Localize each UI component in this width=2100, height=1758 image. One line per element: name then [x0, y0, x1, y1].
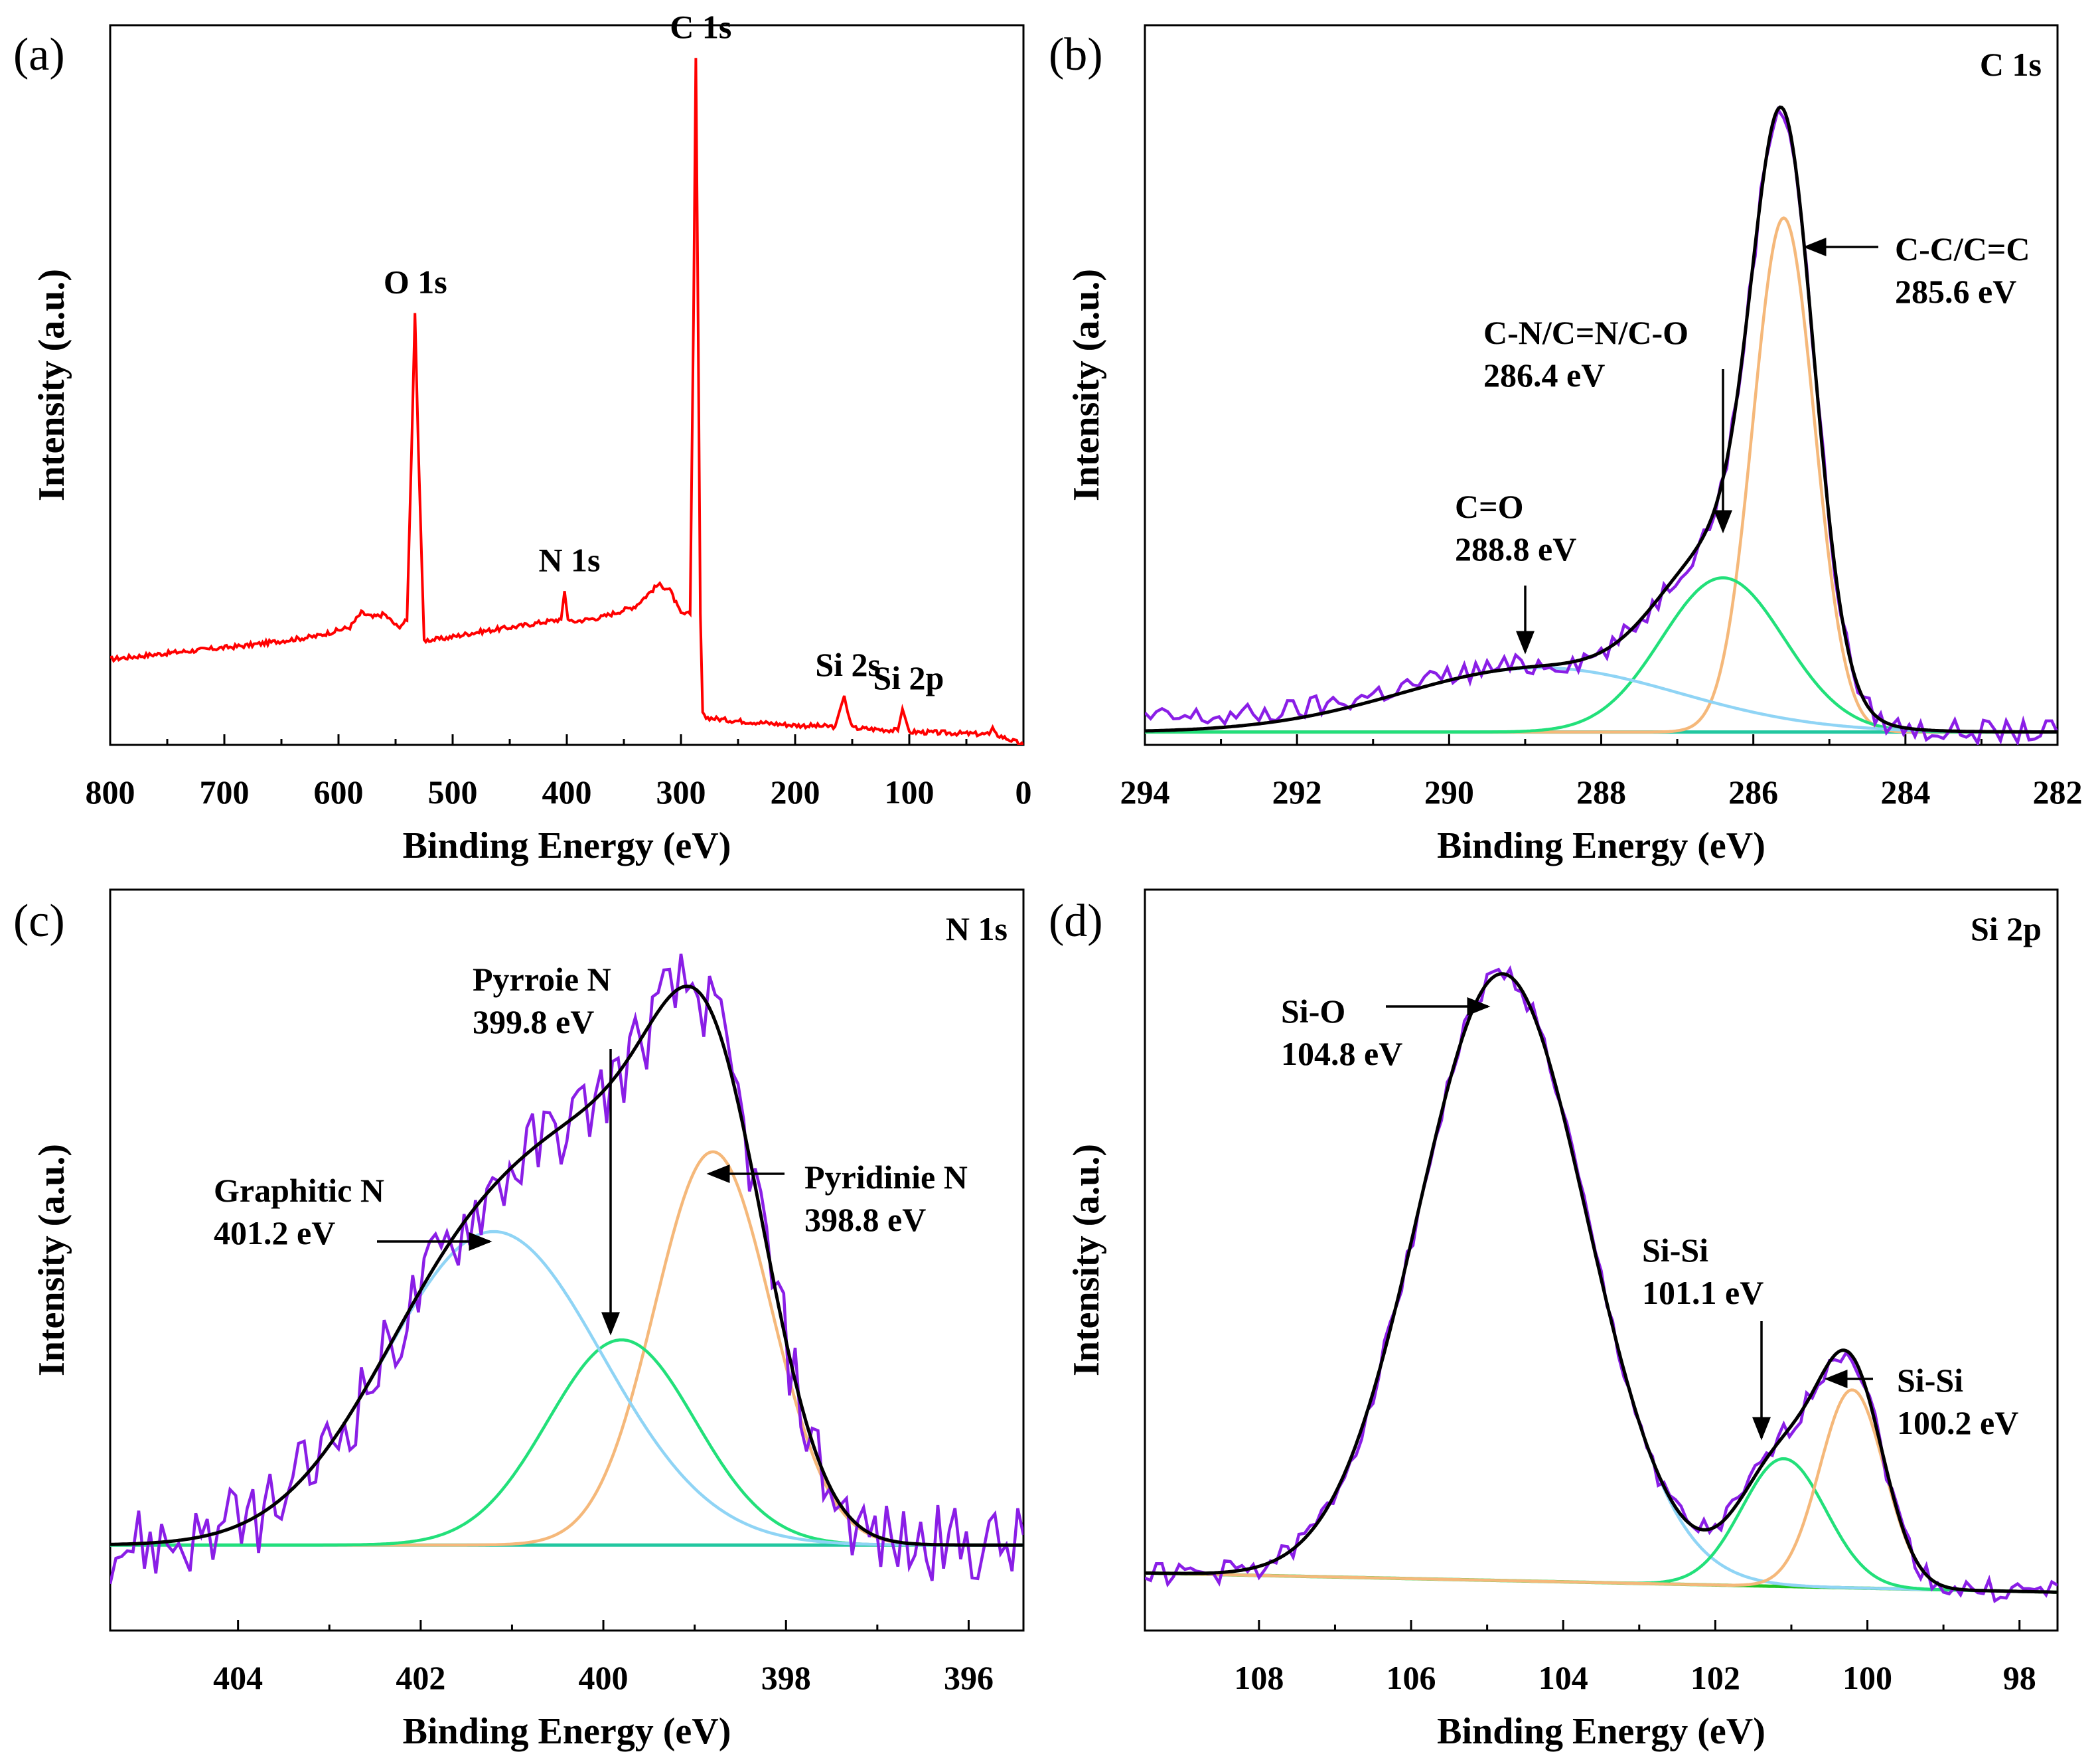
- x-tick-label: 108: [1234, 1659, 1284, 1696]
- panel-label: (b): [1049, 29, 1103, 80]
- peak-annotation: C-C/C=C 285.6 eV: [1803, 230, 2030, 310]
- x-tick-label: 288: [1576, 773, 1626, 811]
- peak-label-si-2p: Si 2p: [873, 659, 944, 696]
- raw-data-line: [1145, 965, 2058, 1603]
- x-tick-label: 284: [1880, 773, 1930, 811]
- annotation-name: C-C/C=C: [1895, 230, 2030, 268]
- component-c-n-c-n-c-o-line: [1145, 576, 2058, 734]
- plot-area: [110, 58, 1023, 745]
- raw-data-line: [1145, 106, 2058, 745]
- y-axis-label: Intensity (a.u.): [31, 1144, 72, 1376]
- y-axis-label: Intensity (a.u.): [1066, 269, 1107, 501]
- annotation-name: C=O: [1455, 488, 1524, 525]
- panel-a: (a) Binding Energy (eV) Intensity (a.u.) 80…: [13, 8, 1032, 866]
- annotation-energy: 288.8 eV: [1455, 530, 1576, 568]
- peak-annotation: Si-Si 100.2 eV: [1824, 1362, 2018, 1441]
- panel-d: (d) Si 2p Binding Energy (eV) Intensity (a.…: [1049, 888, 2059, 1752]
- panel-title: Si 2p: [1971, 910, 2042, 947]
- annotation-name: Pyrroie N: [473, 961, 611, 998]
- x-tick-label: 100: [1842, 1659, 1892, 1696]
- peak-annotation: Si-O 104.8 eV: [1281, 993, 1491, 1072]
- annotation-name: Pyridinie N: [804, 1159, 968, 1196]
- panel-label: (c): [13, 896, 65, 947]
- annotation-name: Si-Si: [1897, 1362, 1963, 1399]
- peak-annotation: Pyridinie N 398.8 eV: [706, 1159, 968, 1238]
- panel-b: (b) C 1s Binding Energy (eV) Intensity (a.u…: [1049, 24, 2083, 866]
- fit-envelope-line: [1145, 972, 2058, 1594]
- x-tick-label: 600: [314, 773, 364, 811]
- y-axis-label: Intensity (a.u.): [1066, 1144, 1107, 1376]
- x-tick-label: 404: [213, 1659, 263, 1696]
- x-tick-label: 102: [1690, 1659, 1740, 1696]
- peak-annotation: C=O 288.8 eV: [1455, 488, 1576, 655]
- peak-label-c-1s: C 1s: [670, 8, 731, 45]
- x-tick-label: 300: [656, 773, 706, 811]
- plot-area: [110, 953, 1023, 1585]
- annotation-energy: 100.2 eV: [1897, 1404, 2018, 1441]
- plot-frame: [1144, 888, 2059, 1632]
- peak-annotation: Si-Si 101.1 eV: [1642, 1232, 1771, 1441]
- annotation-name: Si-Si: [1642, 1232, 1708, 1269]
- x-tick-label: 286: [1728, 773, 1778, 811]
- annotation-name: Graphitic N: [214, 1172, 384, 1209]
- panel-c: (c) N 1s Binding Energy (eV) Intensity (a.u…: [13, 888, 1025, 1752]
- fit-envelope-line: [110, 985, 1023, 1547]
- annotation-energy: 104.8 eV: [1281, 1035, 1402, 1072]
- peak-label-n-1s: N 1s: [538, 541, 600, 578]
- component-si-si-line: [1145, 1457, 2058, 1594]
- panel-label: (a): [13, 29, 65, 80]
- x-tick-label: 290: [1424, 773, 1474, 811]
- y-axis-label: Intensity (a.u.): [31, 269, 72, 501]
- x-tick-label: 500: [428, 773, 478, 811]
- x-axis-label: Binding Energy (eV): [1437, 825, 1765, 866]
- x-tick-label: 106: [1387, 1659, 1436, 1696]
- plot-frame: [109, 24, 1025, 746]
- annotation-energy: 286.4 eV: [1483, 357, 1605, 394]
- x-tick-label: 282: [2033, 773, 2083, 811]
- annotation-energy: 401.2 eV: [214, 1214, 335, 1251]
- x-axis-label: Binding Energy (eV): [403, 1711, 731, 1752]
- panel-label: (d): [1049, 896, 1103, 947]
- peak-label-si-2s: Si 2s: [815, 646, 881, 683]
- x-axis-label: Binding Energy (eV): [1437, 1711, 1765, 1752]
- annotation-energy: 398.8 eV: [804, 1201, 926, 1238]
- x-tick-label: 398: [761, 1659, 811, 1696]
- x-tick-label: 700: [200, 773, 250, 811]
- peak-annotation: Pyrroie N 399.8 eV: [473, 961, 620, 1336]
- x-tick-label: 400: [542, 773, 592, 811]
- raw-data-line: [110, 953, 1023, 1585]
- peak-label-o-1s: O 1s: [384, 264, 447, 301]
- peak-annotation: C-N/C=N/C-O 286.4 eV: [1483, 314, 1732, 534]
- plot-area: [1145, 965, 2058, 1603]
- plot-area: [1145, 105, 2058, 745]
- peak-annotation: Graphitic N 401.2 eV: [214, 1172, 492, 1251]
- annotation-energy: 285.6 eV: [1895, 273, 2016, 310]
- fit-envelope-line: [1145, 105, 2058, 734]
- x-tick-label: 0: [1015, 773, 1032, 811]
- plot-frame: [109, 888, 1025, 1632]
- x-tick-label: 98: [2003, 1659, 2036, 1696]
- x-tick-label: 396: [944, 1659, 994, 1696]
- annotation-energy: 101.1 eV: [1642, 1274, 1763, 1311]
- x-tick-label: 100: [885, 773, 935, 811]
- annotation-name: C-N/C=N/C-O: [1483, 314, 1688, 351]
- x-tick-label: 292: [1272, 773, 1322, 811]
- annotation-name: Si-O: [1281, 993, 1345, 1030]
- annotation-energy: 399.8 eV: [473, 1003, 594, 1040]
- x-tick-label: 294: [1120, 773, 1170, 811]
- x-tick-label: 800: [86, 773, 135, 811]
- panel-title: C 1s: [1980, 46, 2042, 83]
- x-tick-label: 400: [579, 1659, 629, 1696]
- x-tick-label: 200: [771, 773, 820, 811]
- survey-spectrum-line: [110, 58, 1023, 745]
- x-tick-label: 104: [1538, 1659, 1588, 1696]
- x-tick-label: 402: [396, 1659, 445, 1696]
- panel-title: N 1s: [946, 910, 1008, 947]
- x-axis-label: Binding Energy (eV): [403, 825, 731, 866]
